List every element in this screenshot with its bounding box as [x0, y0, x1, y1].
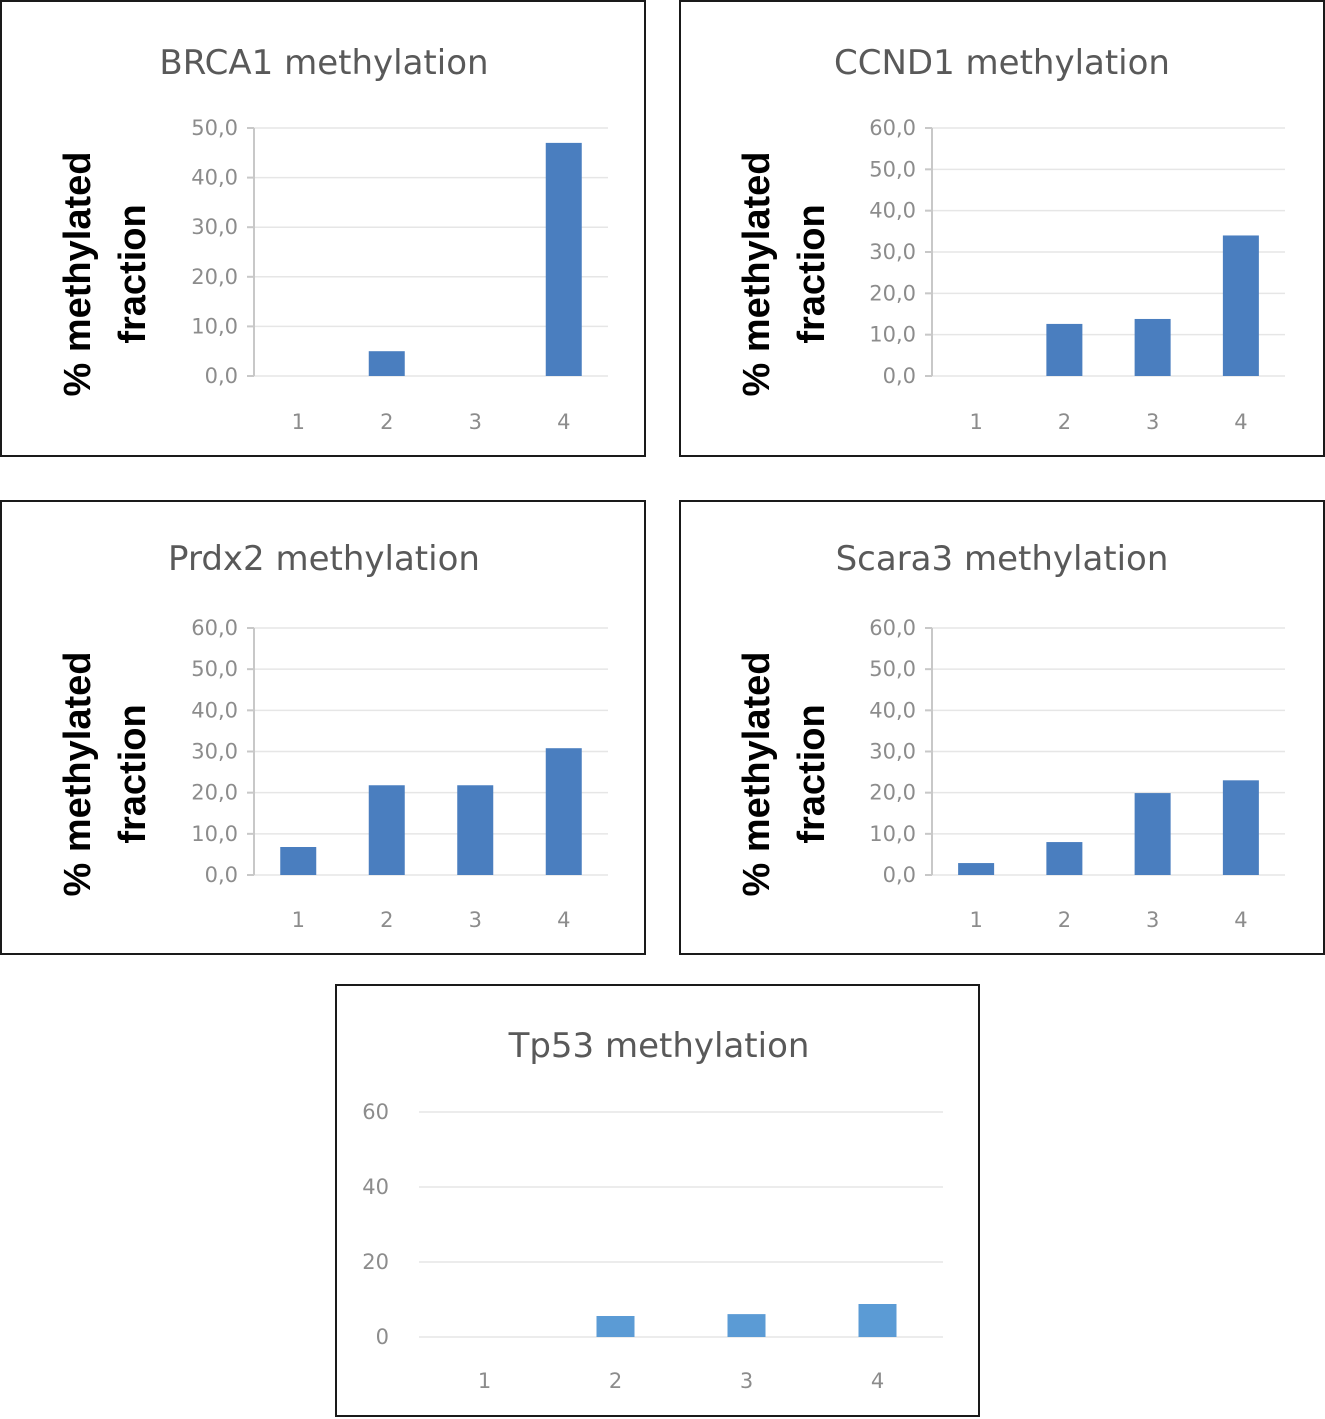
x-tick-label: 1 — [292, 908, 305, 932]
y-tick-label: 10,0 — [869, 323, 916, 347]
y-tick-label: 20,0 — [869, 281, 916, 305]
chart-title: Tp53 methylation — [508, 1026, 810, 1066]
x-tick-label: 2 — [1058, 410, 1071, 434]
x-tick-label: 2 — [380, 908, 393, 932]
y-tick-label: 0,0 — [883, 863, 916, 887]
bar-prdx2-2 — [368, 785, 405, 875]
bar-scara3-2 — [1046, 842, 1083, 875]
y-axis-label-line-2: fraction — [791, 204, 833, 343]
y-tick-label: 50,0 — [191, 116, 238, 140]
x-tick-label: 1 — [292, 410, 305, 434]
bar-tp53-4 — [858, 1304, 897, 1337]
y-tick-label: 50,0 — [869, 157, 916, 181]
chart-panel-scara3: Scara3 methylation 0,0 10,0 20,0 30,0 40,0 50,… — [679, 500, 1325, 955]
y-tick-label: 40,0 — [191, 698, 238, 722]
chart-panel-brca1: BRCA1 methylation 0,0 10,0 20,0 30,0 40,0 50,0… — [0, 0, 646, 457]
y-axis-label-line-1: % methylated — [57, 152, 99, 397]
bar-scara3-4 — [1222, 780, 1259, 875]
y-axis-label: % methylated fraction — [57, 652, 154, 897]
x-tick-label: 4 — [1234, 908, 1247, 932]
bar-brca1-2 — [368, 351, 405, 376]
y-tick-label: 40 — [362, 1175, 389, 1199]
y-tick-label: 30,0 — [191, 215, 238, 239]
y-tick-label: 60,0 — [869, 116, 916, 140]
x-tick-label: 4 — [557, 908, 570, 932]
x-tick-label: 2 — [609, 1369, 622, 1393]
y-tick-label: 10,0 — [191, 822, 238, 846]
bar-prdx2-4 — [545, 748, 582, 875]
y-tick-label: 20 — [362, 1250, 389, 1274]
y-tick-label: 10,0 — [869, 822, 916, 846]
y-axis-label-line-1: % methylated — [736, 652, 778, 897]
x-tick-label: 3 — [1146, 410, 1159, 434]
chart-svg-brca1: BRCA1 methylation 0,0 10,0 20,0 30,0 40,0 50,0… — [57, 43, 608, 434]
y-tick-label: 10,0 — [191, 314, 238, 338]
y-axis-label-line-1: % methylated — [736, 152, 778, 397]
y-axis-label-line-1: % methylated — [57, 652, 99, 897]
chart-panel-prdx2: Prdx2 methylation 0,0 10,0 20,0 30,0 40,0 50,0… — [0, 500, 646, 955]
bar-prdx2-3 — [457, 785, 494, 875]
chart-title: CCND1 methylation — [834, 43, 1170, 83]
chart-title: Prdx2 methylation — [168, 539, 480, 579]
x-tick-label: 1 — [969, 908, 982, 932]
y-tick-label: 0,0 — [205, 364, 238, 388]
y-tick-label: 20,0 — [191, 781, 238, 805]
x-tick-label: 1 — [478, 1369, 491, 1393]
y-tick-label: 30,0 — [869, 740, 916, 764]
chart-panel-ccnd1: CCND1 methylation 0,0 10,0 20,0 30,0 40,0 50,0… — [679, 0, 1325, 457]
x-tick-label: 4 — [557, 410, 570, 434]
bar-brca1-4 — [545, 142, 582, 376]
bar-scara3-1 — [958, 863, 995, 875]
bar-ccnd1-4 — [1222, 235, 1259, 376]
x-tick-label: 1 — [969, 410, 982, 434]
y-tick-label: 40,0 — [869, 698, 916, 722]
y-tick-label: 40,0 — [869, 199, 916, 223]
y-axis-label: % methylated fraction — [57, 152, 154, 397]
y-tick-label: 50,0 — [191, 657, 238, 681]
chart-svg-prdx2: Prdx2 methylation 0,0 10,0 20,0 30,0 40,0 50,0… — [57, 539, 608, 932]
x-tick-label: 2 — [1058, 908, 1071, 932]
y-tick-label: 0,0 — [883, 364, 916, 388]
bar-ccnd1-2 — [1046, 323, 1083, 376]
y-tick-label: 20,0 — [869, 781, 916, 805]
bar-tp53-2 — [596, 1316, 635, 1337]
x-tick-label: 4 — [1234, 410, 1247, 434]
y-axis-label-line-2: fraction — [791, 704, 833, 843]
bar-scara3-3 — [1134, 793, 1171, 875]
bar-ccnd1-3 — [1134, 318, 1171, 376]
y-axis-label: % methylated fraction — [736, 652, 833, 897]
x-tick-label: 3 — [469, 908, 482, 932]
y-tick-label: 20,0 — [191, 265, 238, 289]
y-axis-label-line-2: fraction — [112, 704, 154, 843]
x-tick-label: 3 — [469, 410, 482, 434]
x-tick-label: 3 — [740, 1369, 753, 1393]
y-tick-label: 60,0 — [869, 616, 916, 640]
bar-tp53-3 — [727, 1314, 766, 1337]
y-tick-label: 50,0 — [869, 657, 916, 681]
chart-title: Scara3 methylation — [836, 539, 1169, 579]
y-tick-label: 0,0 — [205, 863, 238, 887]
y-tick-label: 60 — [362, 1100, 389, 1124]
y-tick-label: 30,0 — [191, 740, 238, 764]
chart-svg-ccnd1: CCND1 methylation 0,0 10,0 20,0 30,0 40,0 50,0… — [736, 43, 1285, 434]
y-axis-label: % methylated fraction — [736, 152, 833, 397]
y-tick-label: 30,0 — [869, 240, 916, 264]
x-tick-label: 4 — [871, 1369, 884, 1393]
y-tick-label: 60,0 — [191, 616, 238, 640]
chart-panel-tp53: Tp53 methylation 0 20 40 60 1 2 3 4 — [335, 984, 980, 1417]
bar-prdx2-1 — [280, 847, 317, 875]
chart-svg-tp53: Tp53 methylation 0 20 40 60 1 2 3 4 — [362, 1026, 943, 1393]
y-axis-label-line-2: fraction — [112, 204, 154, 343]
chart-title: BRCA1 methylation — [159, 43, 488, 83]
x-tick-label: 2 — [380, 410, 393, 434]
y-tick-label: 0 — [376, 1325, 389, 1349]
y-tick-label: 40,0 — [191, 166, 238, 190]
x-tick-label: 3 — [1146, 908, 1159, 932]
chart-svg-scara3: Scara3 methylation 0,0 10,0 20,0 30,0 40,0 50,… — [736, 539, 1285, 932]
